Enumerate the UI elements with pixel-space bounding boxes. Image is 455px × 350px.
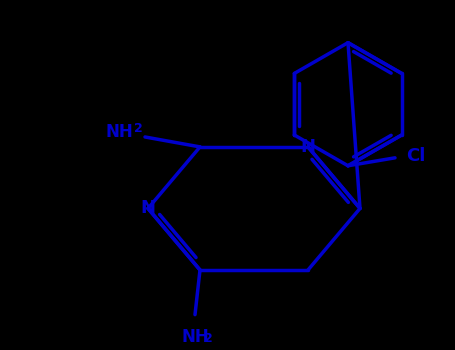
Text: 2: 2 bbox=[204, 331, 212, 344]
Text: NH: NH bbox=[181, 328, 209, 345]
Text: N: N bbox=[300, 138, 315, 156]
Text: Cl: Cl bbox=[406, 147, 425, 165]
Text: NH: NH bbox=[105, 123, 133, 141]
Text: 2: 2 bbox=[134, 122, 143, 135]
Text: N: N bbox=[141, 199, 156, 217]
